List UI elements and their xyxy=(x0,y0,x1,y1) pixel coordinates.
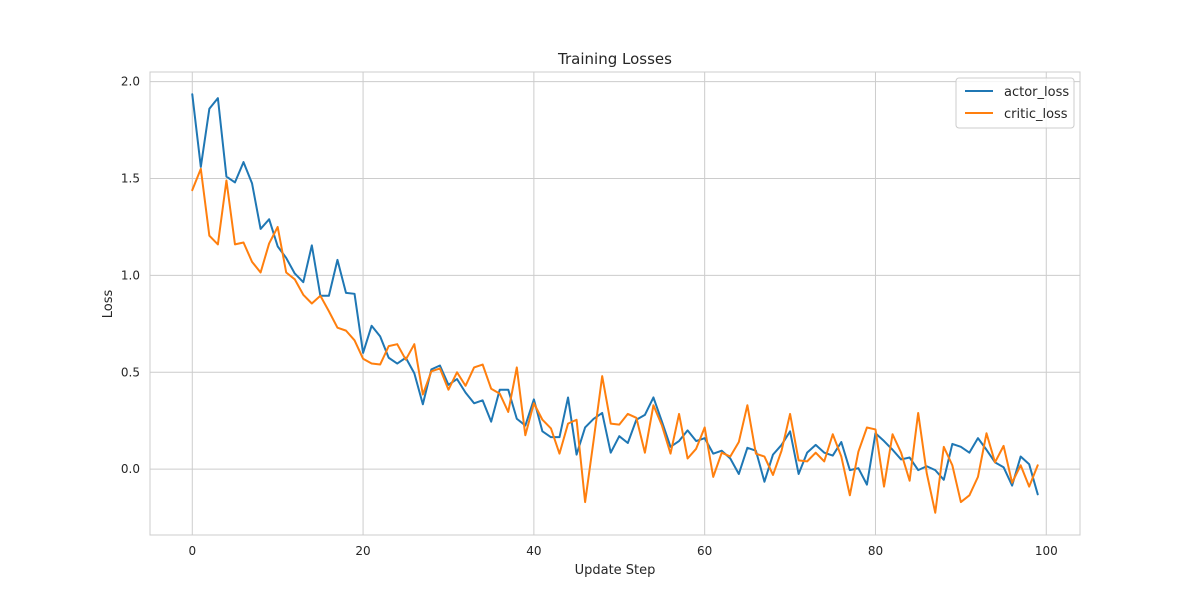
plot-frame xyxy=(149,71,1081,536)
series-line-actor-loss xyxy=(191,93,1039,496)
legend-label-critic-loss: critic_loss xyxy=(1004,107,1068,122)
chart-title: Training Losses xyxy=(557,50,672,68)
series-layer xyxy=(191,93,1039,514)
y-axis-label: Loss xyxy=(101,290,116,319)
y-tick-label: 0.5 xyxy=(121,365,140,379)
x-tick-labels: 0 20 40 60 80 100 xyxy=(188,544,1057,558)
x-tick-label: 80 xyxy=(868,544,883,558)
y-tick-label: 1.5 xyxy=(121,172,140,186)
legend: actor_loss critic_loss xyxy=(955,77,1075,129)
x-tick-label: 20 xyxy=(355,544,370,558)
x-tick-label: 0 xyxy=(188,544,196,558)
y-tick-label: 1.0 xyxy=(121,268,140,282)
y-tick-label: 0.0 xyxy=(121,462,140,476)
legend-label-actor-loss: actor_loss xyxy=(1004,85,1069,100)
series-line-critic-loss xyxy=(191,167,1039,514)
x-tick-label: 40 xyxy=(526,544,541,558)
y-tick-labels: 0.0 0.5 1.0 1.5 2.0 xyxy=(121,75,140,476)
x-tick-label: 100 xyxy=(1035,544,1058,558)
x-axis-label: Update Step xyxy=(575,563,656,578)
y-tick-label: 2.0 xyxy=(121,75,140,89)
x-tick-label: 60 xyxy=(697,544,712,558)
